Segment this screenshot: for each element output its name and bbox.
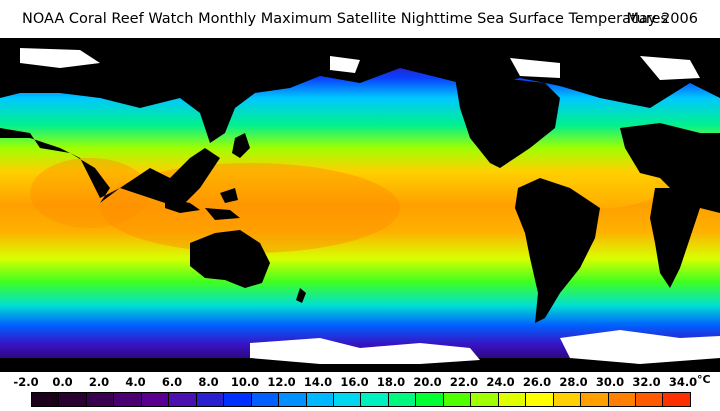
- legend-swatch: [169, 393, 197, 406]
- south-america: [515, 178, 600, 323]
- legend-tick-label: 4.0: [125, 375, 146, 389]
- legend-swatch: [388, 393, 417, 406]
- legend-tick-label: 34.0: [668, 375, 698, 389]
- sea-ice-arctic-1: [20, 48, 100, 68]
- antarctica: [0, 358, 720, 372]
- legend-tick-label: 24.0: [486, 375, 515, 389]
- legend-tick-label: 8.0: [198, 375, 219, 389]
- legend-tick-label: 0.0: [52, 375, 73, 389]
- legend-swatch: [224, 393, 252, 406]
- legend-swatch: [59, 393, 87, 406]
- legend-tick-label: 28.0: [559, 375, 588, 389]
- legend-swatch: [114, 393, 142, 406]
- legend-swatch: [581, 393, 609, 406]
- legend-swatch: [333, 393, 362, 406]
- legend-tick-label: 16.0: [340, 375, 369, 389]
- legend-swatch: [443, 393, 472, 406]
- legend-swatch: [526, 393, 554, 406]
- legend-swatch: [251, 393, 280, 406]
- sst-map-svg: [0, 38, 720, 372]
- legend-swatch: [416, 393, 444, 406]
- sea-ice-south-atlantic: [560, 330, 720, 364]
- indonesia: [165, 188, 240, 220]
- legend-swatch: [498, 393, 527, 406]
- legend-swatch: [86, 393, 115, 406]
- legend-swatch: [279, 393, 307, 406]
- legend-tick-label: 6.0: [161, 375, 183, 389]
- africa-north: [620, 123, 720, 213]
- australia: [190, 230, 270, 288]
- legend-tick-label: 32.0: [632, 375, 661, 389]
- legend-tick-label: -2.0: [13, 375, 39, 389]
- sea-ice-south: [250, 338, 480, 364]
- sea-ice-arctic-2: [330, 56, 360, 73]
- legend-tick-label: 10.0: [230, 375, 260, 389]
- legend-tick-label: 26.0: [522, 375, 552, 389]
- legend-swatch: [141, 393, 170, 406]
- legend-tick-label: 20.0: [413, 375, 442, 389]
- legend-tick-label: 22.0: [449, 375, 479, 389]
- title-bar: NOAA Coral Reef Watch Monthly Maximum Sa…: [0, 0, 720, 38]
- map-date: May 2006: [626, 11, 699, 27]
- legend-swatch: [553, 393, 582, 406]
- legend-swatch: [361, 393, 389, 406]
- legend-swatch: [663, 393, 690, 406]
- color-legend: -2.0 0.0 2.0 4.0 6.0 8.0 10.0 12.0 14.0 16.0 18.0 2…: [0, 372, 720, 411]
- sea-ice-arctic-4: [640, 56, 700, 80]
- africa: [650, 188, 700, 288]
- legend-swatch: [306, 393, 334, 406]
- legend-color-bar: [31, 392, 691, 407]
- new-zealand: [296, 288, 306, 303]
- legend-tick-label: 14.0: [303, 375, 333, 389]
- legend-tick-label: 12.0: [267, 375, 296, 389]
- warm-pool-indian-ocean: [30, 158, 150, 228]
- legend-unit: °C: [697, 373, 711, 386]
- legend-swatch: [32, 393, 60, 406]
- legend-tick-label: 30.0: [595, 375, 625, 389]
- legend-swatch: [196, 393, 225, 406]
- legend-swatch: [471, 393, 499, 406]
- legend-swatch: [608, 393, 636, 406]
- sst-map: [0, 38, 720, 372]
- legend-tick-label: 18.0: [376, 375, 406, 389]
- north-america: [455, 78, 560, 168]
- legend-tick-label: 2.0: [88, 375, 110, 389]
- sea-ice-arctic-3: [510, 58, 560, 78]
- asia: [0, 128, 220, 208]
- legend-swatch: [635, 393, 664, 406]
- map-title: NOAA Coral Reef Watch Monthly Maximum Sa…: [22, 11, 668, 27]
- japan: [232, 133, 250, 158]
